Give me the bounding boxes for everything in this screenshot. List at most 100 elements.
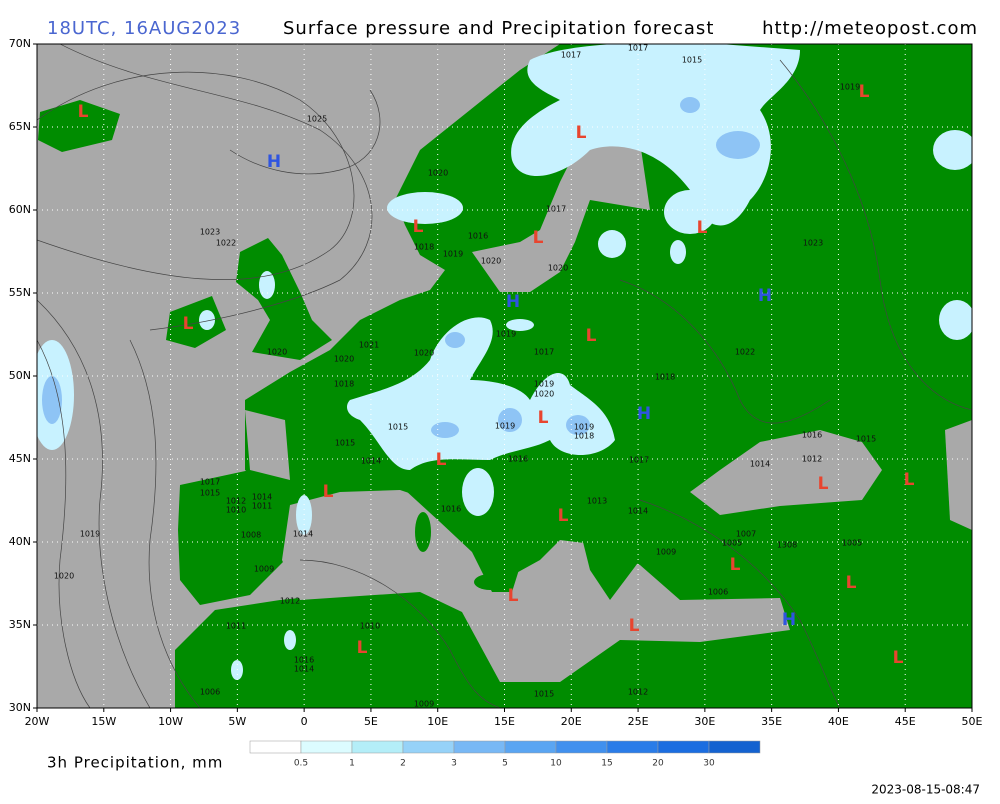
longitude-label: 45E [895, 715, 916, 728]
isobar-label: 1014 [361, 457, 381, 466]
isobar-label: 1015 [335, 439, 355, 448]
legend: 0.5 1 2 3 5 10 15 20 30 [249, 740, 761, 769]
precip-core [42, 376, 62, 424]
isobar-label: 1015 [200, 489, 220, 498]
sardinia [415, 512, 431, 552]
longitude-label: 5W [228, 715, 246, 728]
caspian [945, 420, 972, 530]
isobar-label: 1017 [534, 348, 554, 357]
legend-tick: 20 [652, 759, 664, 769]
legend-tick: 5 [502, 759, 508, 769]
isobar [59, 44, 373, 331]
longitude-label: 10W [158, 715, 183, 728]
isobar-label: 1018 [574, 432, 594, 441]
latitude-label: 40N [9, 535, 31, 548]
legend-tick: 10 [550, 759, 562, 769]
inland-seas [245, 132, 972, 682]
legend-swatch [402, 740, 455, 754]
isobar-label: 1018 [334, 380, 354, 389]
precipitation [37, 44, 972, 680]
isobar [619, 279, 831, 424]
isobar-label: 1010 [226, 506, 246, 515]
legend-title: 3h Precipitation, mm [47, 754, 223, 772]
isobar-label: 1014 [252, 493, 272, 502]
isobar-label: 1005 [722, 539, 742, 548]
forecast-time: 18UTC, 16AUG2023 [47, 18, 241, 39]
isobar-label: 1017 [561, 51, 581, 60]
isobar-label: 1019 [495, 422, 515, 431]
precip-area [347, 317, 615, 470]
isobar-label: 1017 [628, 44, 648, 53]
pressure-center: L [436, 450, 447, 470]
isobar-label: 1023 [200, 228, 220, 237]
latitude-label: 70N [9, 37, 31, 50]
isobar [299, 559, 501, 708]
pressure-center: L [730, 555, 741, 575]
precip-area [670, 240, 686, 264]
legend-swatch [300, 740, 353, 754]
isobar-label: 1014 [294, 665, 314, 674]
isobar-label: 1020 [548, 264, 568, 273]
isobar-label: 1006 [200, 688, 220, 697]
precip-area [199, 310, 215, 330]
legend-tick: 2 [400, 759, 406, 769]
pressure-center: H [267, 152, 281, 172]
isobar-label: 1020 [481, 257, 501, 266]
pressure-center: L [846, 573, 857, 593]
precip-area [506, 319, 534, 331]
pressure-center: L [533, 228, 544, 248]
source-url: http://meteopost.com [762, 18, 978, 39]
longitude-label: 10E [427, 715, 448, 728]
isobar [129, 339, 201, 708]
ireland [166, 296, 226, 348]
legend-swatch [555, 740, 608, 754]
pressure-center: L [538, 408, 549, 428]
isobar-label: 1019 [443, 250, 463, 259]
isobar-label: 1020 [267, 348, 287, 357]
longitude-label: 15E [494, 715, 515, 728]
isobar-label: 1016 [468, 232, 488, 241]
latitude-label: 65N [9, 120, 31, 133]
legend-swatch [351, 740, 404, 754]
graticule [37, 44, 972, 708]
isobar-label: 1019 [80, 530, 100, 539]
isobar-label: 1012 [226, 497, 246, 506]
isobar-label: 1018 [414, 243, 434, 252]
isobar-label: 1022 [216, 239, 236, 248]
isobar-label: 1011 [226, 622, 246, 631]
isobar-label: 1015 [682, 56, 702, 65]
legend-swatch [657, 740, 710, 754]
legend-swatch [504, 740, 557, 754]
isobars [37, 44, 972, 708]
pressure-center: H [637, 404, 651, 424]
isobar-label: 1013 [587, 497, 607, 506]
mediterranean [282, 490, 790, 682]
isobar-label: 1020 [534, 390, 554, 399]
longitude-label: 30E [694, 715, 715, 728]
isobar [229, 89, 381, 175]
legend-swatch [606, 740, 659, 754]
pressure-center: L [323, 482, 334, 502]
isobar-label: 1014 [628, 507, 648, 516]
isobar-label: 1019 [574, 423, 594, 432]
isobar-label: 1020 [428, 169, 448, 178]
precip-area [933, 130, 972, 170]
longitude-label: 20W [25, 715, 50, 728]
longitude-label: 35E [761, 715, 782, 728]
isobar-label: 1015 [388, 423, 408, 432]
iberia [178, 470, 300, 605]
pressure-center: L [183, 314, 194, 334]
pressure-center: L [859, 82, 870, 102]
pressure-center: L [893, 648, 904, 668]
longitude-label: 20E [561, 715, 582, 728]
italy [405, 470, 522, 592]
latitude-label: 30N [9, 701, 31, 714]
isobar-label: 1015 [856, 435, 876, 444]
legend-tick: 15 [601, 759, 612, 769]
pressure-center: L [78, 102, 89, 122]
legend-tick: 30 [703, 759, 715, 769]
latitude-label: 60N [9, 203, 31, 216]
pressure-center: H [758, 286, 772, 306]
